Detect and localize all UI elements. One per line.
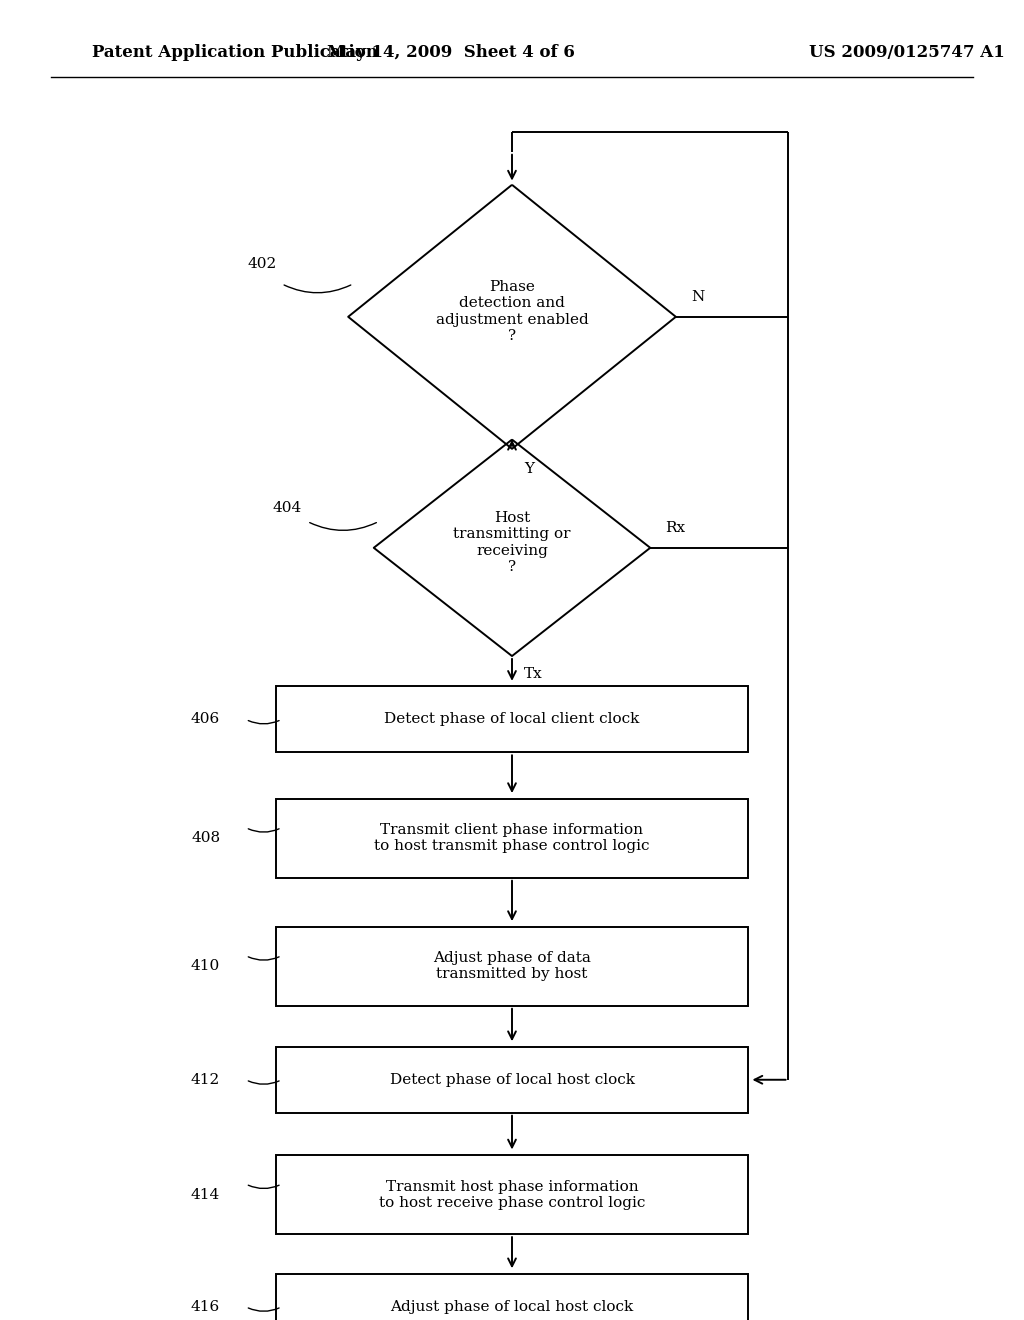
Text: Patent Application Publication: Patent Application Publication [92,45,378,61]
Bar [276,1155,748,1234]
Text: Host
transmitting or
receiving
?: Host transmitting or receiving ? [454,511,570,574]
Text: N: N [691,290,705,304]
Text: Tx: Tx [524,667,543,681]
Text: 408: 408 [191,832,220,845]
Bar [276,799,748,878]
Text: Adjust phase of data
transmitted by host: Adjust phase of data transmitted by host [433,952,591,981]
Text: Rx: Rx [666,521,686,535]
Text: 402: 402 [247,257,276,271]
Text: 410: 410 [190,960,220,973]
Text: Detect phase of local client clock: Detect phase of local client clock [384,713,640,726]
Text: Transmit host phase information
to host receive phase control logic: Transmit host phase information to host … [379,1180,645,1209]
Text: Adjust phase of local host clock: Adjust phase of local host clock [390,1300,634,1313]
Text: 416: 416 [190,1300,220,1313]
Bar [276,1047,748,1113]
Text: Phase
detection and
adjustment enabled
?: Phase detection and adjustment enabled ? [435,280,589,343]
Text: 414: 414 [190,1188,220,1201]
Text: 412: 412 [190,1073,220,1086]
Text: Transmit client phase information
to host transmit phase control logic: Transmit client phase information to hos… [374,824,650,853]
Bar [276,686,748,752]
Text: 404: 404 [272,502,302,515]
Bar [276,927,748,1006]
Text: Detect phase of local host clock: Detect phase of local host clock [389,1073,635,1086]
Bar [276,1274,748,1320]
Text: US 2009/0125747 A1: US 2009/0125747 A1 [809,45,1005,61]
Text: May 14, 2009  Sheet 4 of 6: May 14, 2009 Sheet 4 of 6 [327,45,574,61]
Text: Y: Y [524,462,535,477]
Text: 406: 406 [190,713,220,726]
